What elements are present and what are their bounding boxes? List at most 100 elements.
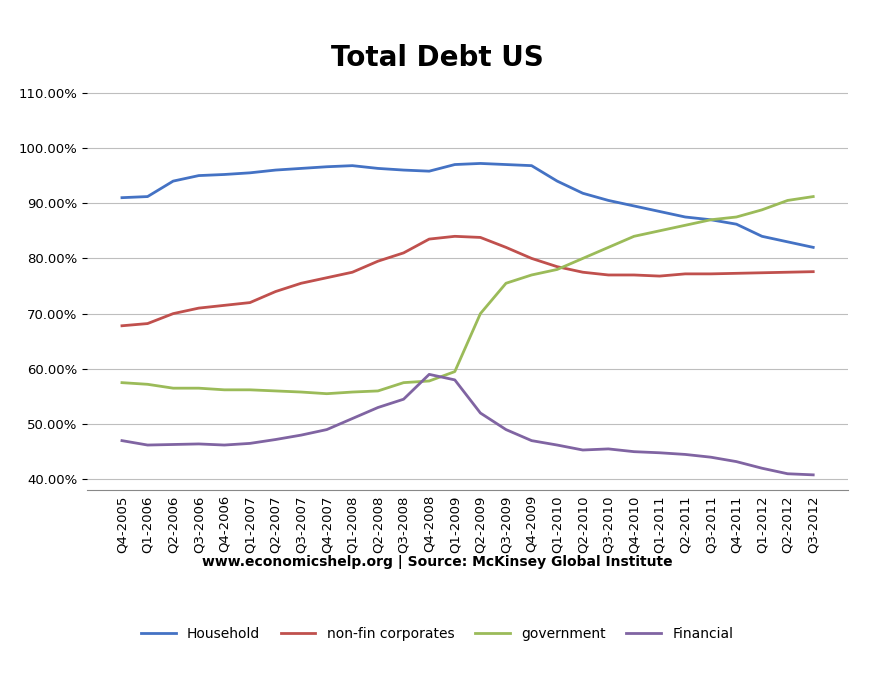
non-fin corporates (475, 234, 486, 242)
Financial (270, 435, 281, 443)
government (732, 213, 742, 221)
Financial (526, 437, 537, 445)
Financial (782, 470, 793, 478)
government (245, 385, 255, 394)
government (322, 390, 332, 398)
government (578, 254, 588, 262)
government (475, 310, 486, 318)
Household (578, 189, 588, 197)
Household (372, 164, 383, 172)
Financial (322, 426, 332, 434)
Financial (655, 449, 665, 457)
government (193, 384, 204, 392)
Line: non-fin corporates: non-fin corporates (122, 236, 813, 326)
Financial (347, 415, 357, 423)
non-fin corporates (501, 243, 511, 251)
non-fin corporates (552, 263, 563, 271)
Financial (193, 440, 204, 448)
government (296, 388, 307, 396)
non-fin corporates (449, 232, 460, 240)
Line: government: government (122, 197, 813, 394)
Household (808, 243, 818, 251)
government (680, 221, 690, 229)
Household (757, 232, 767, 240)
government (449, 368, 460, 376)
non-fin corporates (628, 271, 639, 279)
Financial (372, 403, 383, 411)
non-fin corporates (757, 269, 767, 277)
government (808, 193, 818, 201)
Household (475, 159, 486, 168)
Household (347, 161, 357, 170)
Financial (705, 453, 716, 461)
government (168, 384, 178, 392)
government (655, 227, 665, 235)
Financial (578, 446, 588, 454)
government (501, 279, 511, 287)
Household (245, 169, 255, 177)
Household (322, 163, 332, 171)
non-fin corporates (705, 270, 716, 278)
non-fin corporates (655, 272, 665, 280)
Text: www.economicshelp.org | Source: McKinsey Global Institute: www.economicshelp.org | Source: McKinsey… (202, 555, 672, 569)
Financial (808, 471, 818, 479)
Financial (219, 441, 230, 449)
non-fin corporates (296, 279, 307, 287)
Financial (628, 447, 639, 456)
non-fin corporates (168, 310, 178, 318)
non-fin corporates (808, 268, 818, 276)
Legend: Household, non-fin corporates, government, Financial: Household, non-fin corporates, governmen… (135, 622, 739, 647)
government (219, 385, 230, 394)
Household (193, 172, 204, 180)
Financial (424, 370, 434, 379)
government (424, 377, 434, 385)
government (399, 379, 409, 387)
Household (501, 161, 511, 169)
Household (399, 166, 409, 174)
Financial (680, 450, 690, 458)
non-fin corporates (399, 249, 409, 257)
government (705, 216, 716, 224)
Financial (552, 441, 563, 449)
Financial (245, 439, 255, 447)
non-fin corporates (245, 298, 255, 306)
government (757, 206, 767, 214)
non-fin corporates (603, 271, 614, 279)
government (603, 243, 614, 251)
Household (732, 220, 742, 228)
Financial (168, 441, 178, 449)
Household (603, 196, 614, 204)
Household (655, 208, 665, 216)
government (782, 196, 793, 204)
non-fin corporates (322, 274, 332, 282)
Financial (142, 441, 153, 449)
Household (705, 216, 716, 224)
government (347, 388, 357, 396)
Household (552, 177, 563, 185)
government (526, 271, 537, 279)
Line: Household: Household (122, 163, 813, 247)
Household (449, 161, 460, 169)
Financial (603, 445, 614, 453)
government (372, 387, 383, 395)
government (628, 232, 639, 240)
Household (219, 170, 230, 178)
Household (296, 164, 307, 172)
Household (424, 167, 434, 175)
Line: Financial: Financial (122, 375, 813, 475)
Household (142, 193, 153, 201)
Household (526, 161, 537, 170)
Household (680, 213, 690, 221)
Financial (757, 464, 767, 473)
Financial (732, 458, 742, 466)
Household (168, 177, 178, 185)
Household (782, 238, 793, 246)
Household (628, 202, 639, 210)
government (142, 380, 153, 388)
non-fin corporates (372, 257, 383, 266)
non-fin corporates (270, 287, 281, 296)
non-fin corporates (424, 235, 434, 243)
non-fin corporates (578, 268, 588, 276)
Financial (501, 426, 511, 434)
Household (270, 166, 281, 174)
